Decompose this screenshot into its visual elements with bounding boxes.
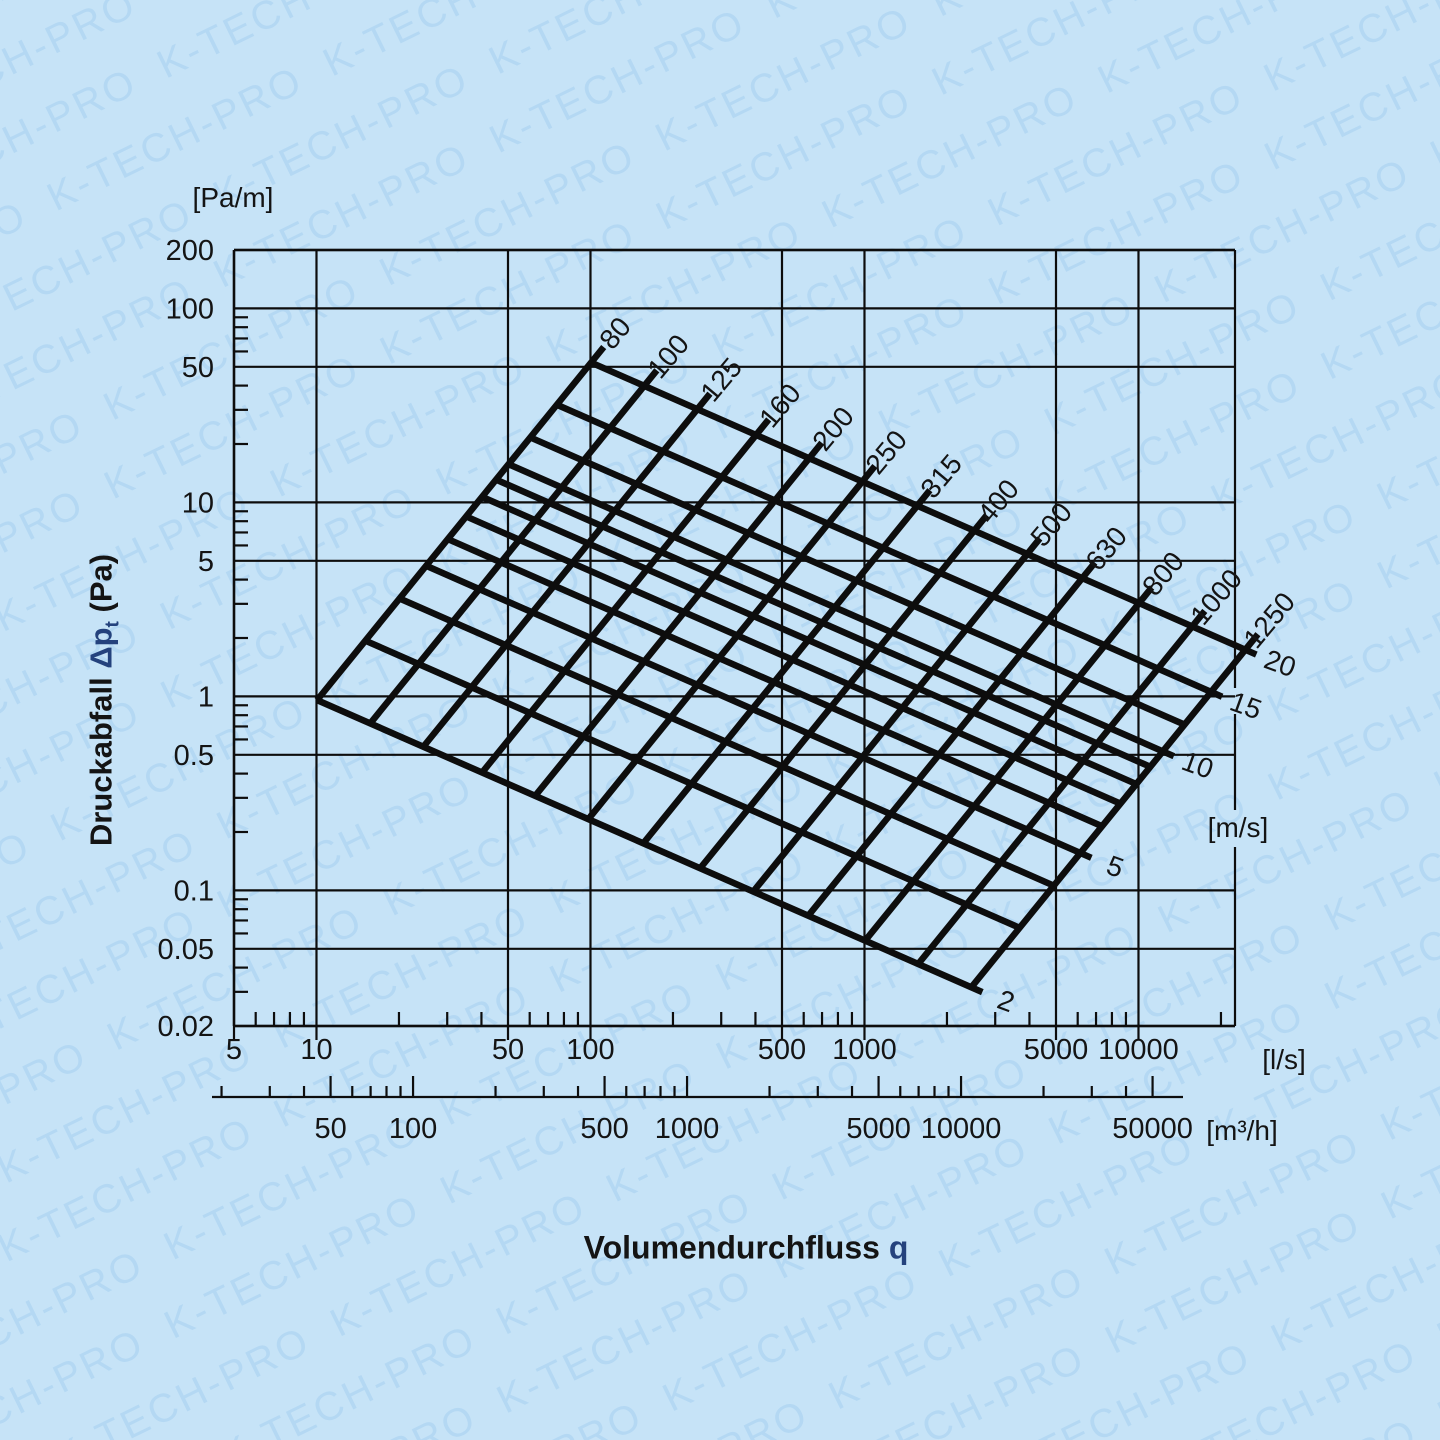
velocity-lines-line (464, 513, 1122, 807)
y-title-symbol: Δpt (83, 621, 124, 669)
y-tick-label: 10 (182, 487, 214, 519)
y-title-suffix: (Pa) (83, 553, 119, 622)
x-axis-unit-m3h-label: [m³/h] (1206, 1115, 1278, 1146)
x-ls-tick-label: 1000 (832, 1034, 897, 1066)
velocity-lines-line (494, 476, 1152, 770)
velocity-lines-line (480, 493, 1138, 788)
velocity-lines-line (507, 461, 1176, 760)
x-ls-tick-label: 10 (300, 1034, 332, 1066)
velocity-label: 10 (1178, 745, 1218, 785)
x-m3h-tick-label: 500 (580, 1113, 628, 1145)
velocity-lines-line (398, 595, 1056, 889)
y-tick-label: 0.1 (174, 875, 214, 907)
y-tick-label: 1 (198, 681, 214, 713)
y-axis-tick-labels: 200 100 50 10 5 1 0.5 0.1 0.05 0.02 (158, 235, 214, 1043)
x-ls-tick-label: 500 (758, 1034, 806, 1066)
y-axis-unit-label: [Pa/m] (192, 182, 274, 213)
x-m3h-tick-label: 100 (389, 1113, 437, 1145)
x-ls-tick-label: 50 (492, 1034, 524, 1066)
y-tick-label: 200 (166, 235, 214, 267)
velocity-unit-label: [m/s] (1207, 812, 1269, 843)
x-title-symbol: q (888, 1229, 909, 1266)
diameter-lines-line (420, 391, 713, 749)
x-axis-ls-minor-ticks (254, 1012, 1223, 1026)
diameter-lines-line (314, 344, 607, 703)
y-tick-label: 50 (182, 352, 214, 384)
velocity-label: 2 (994, 984, 1019, 1018)
y-axis-title: Druckabfall Δpt (Pa) (83, 554, 124, 846)
y-tick-label: 0.02 (158, 1011, 214, 1043)
y-tick-label: 0.5 (174, 740, 214, 772)
x-ls-tick-label: 100 (566, 1034, 614, 1066)
x-axis-ls-tick-labels: 5 10 50 100 500 1000 5000 10000 (226, 1034, 1179, 1066)
x-axis-ls-major-ticks (232, 1026, 1140, 1040)
x-ls-tick-label: 5000 (1024, 1034, 1089, 1066)
velocity-label: 15 (1226, 686, 1266, 726)
x-title-text: Volumendurchfluss (583, 1229, 880, 1266)
x-m3h-tick-label: 50000 (1112, 1113, 1193, 1145)
velocity-lines-line (589, 359, 1258, 658)
velocity-lines-line (424, 562, 1093, 861)
velocity-lines-line (364, 637, 1021, 931)
diameter-lines-line (367, 368, 660, 726)
y-tick-label: 5 (198, 546, 214, 578)
velocity-lines-line (446, 536, 1104, 830)
x-ls-tick-label: 5 (226, 1034, 242, 1066)
y-tick-label: 0.05 (158, 934, 214, 966)
velocity-label: 20 (1260, 644, 1300, 684)
x-axis-m3h: 50 100 500 1000 5000 10000 50000 (212, 1076, 1193, 1145)
y-axis-minor-ticks (234, 316, 248, 993)
x-axis-unit-ls-label: [l/s] (1262, 1044, 1306, 1075)
x-m3h-tick-label: 1000 (655, 1113, 720, 1145)
y-title-prefix: Druckabfall (83, 668, 119, 847)
velocity-lines (315, 359, 1258, 996)
x-m3h-tick-label: 5000 (846, 1113, 911, 1145)
y-tick-label: 100 (166, 293, 214, 325)
x-ls-tick-label: 10000 (1098, 1034, 1179, 1066)
x-axis-title: Volumendurchfluss q (584, 1230, 909, 1267)
velocity-label: 5 (1103, 849, 1128, 883)
x-m3h-tick-label: 50 (314, 1113, 346, 1145)
velocity-lines-line (555, 401, 1224, 700)
velocity-lines-line (529, 434, 1186, 728)
x-m3h-tick-label: 10000 (921, 1113, 1002, 1145)
velocity-lines-line (315, 697, 984, 996)
